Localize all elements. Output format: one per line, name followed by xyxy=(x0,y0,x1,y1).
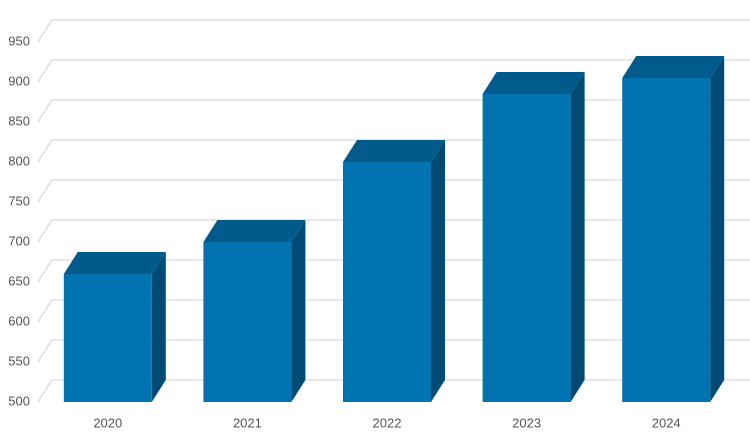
bar-top xyxy=(482,72,585,94)
grid-line-diagonal xyxy=(37,19,53,43)
y-tick-label: 750 xyxy=(8,193,30,208)
bar-side xyxy=(291,220,306,402)
grid-line-diagonal xyxy=(37,99,53,123)
bar xyxy=(482,94,571,402)
y-tick-label: 900 xyxy=(8,73,30,88)
grid-line-diagonal xyxy=(37,59,53,83)
bar-top xyxy=(343,140,445,162)
x-tick-label: 2022 xyxy=(373,415,402,430)
bar-top xyxy=(622,56,725,78)
grid-line-diagonal xyxy=(37,379,53,403)
y-tick-label: 550 xyxy=(8,353,30,368)
grid-line-diagonal xyxy=(37,139,53,163)
grid-line-diagonal xyxy=(37,219,53,243)
bar xyxy=(343,162,431,402)
y-tick-label: 650 xyxy=(8,273,30,288)
y-tick-label: 800 xyxy=(8,153,30,168)
y-tick-label: 950 xyxy=(8,33,30,48)
bar xyxy=(203,242,292,402)
x-tick-label: 2023 xyxy=(512,415,541,430)
grid-line-diagonal xyxy=(37,179,53,203)
x-tick-label: 2020 xyxy=(93,415,122,430)
bar xyxy=(622,78,711,402)
y-tick-label: 850 xyxy=(8,113,30,128)
bar-side xyxy=(710,56,725,402)
bar-side xyxy=(570,72,585,402)
x-tick-label: 2024 xyxy=(652,415,681,430)
x-tick-label: 2021 xyxy=(233,415,262,430)
bar-top xyxy=(63,252,166,274)
bar-top xyxy=(203,220,306,242)
y-tick-label: 600 xyxy=(8,313,30,328)
grid-line-diagonal xyxy=(37,299,53,323)
grid-line-diagonal xyxy=(37,259,53,283)
bar xyxy=(63,274,152,402)
y-tick-label: 700 xyxy=(8,233,30,248)
bar-side xyxy=(431,140,445,402)
grid-line-diagonal xyxy=(37,339,53,363)
bar-side xyxy=(151,252,166,402)
y-tick-label: 500 xyxy=(8,393,30,408)
